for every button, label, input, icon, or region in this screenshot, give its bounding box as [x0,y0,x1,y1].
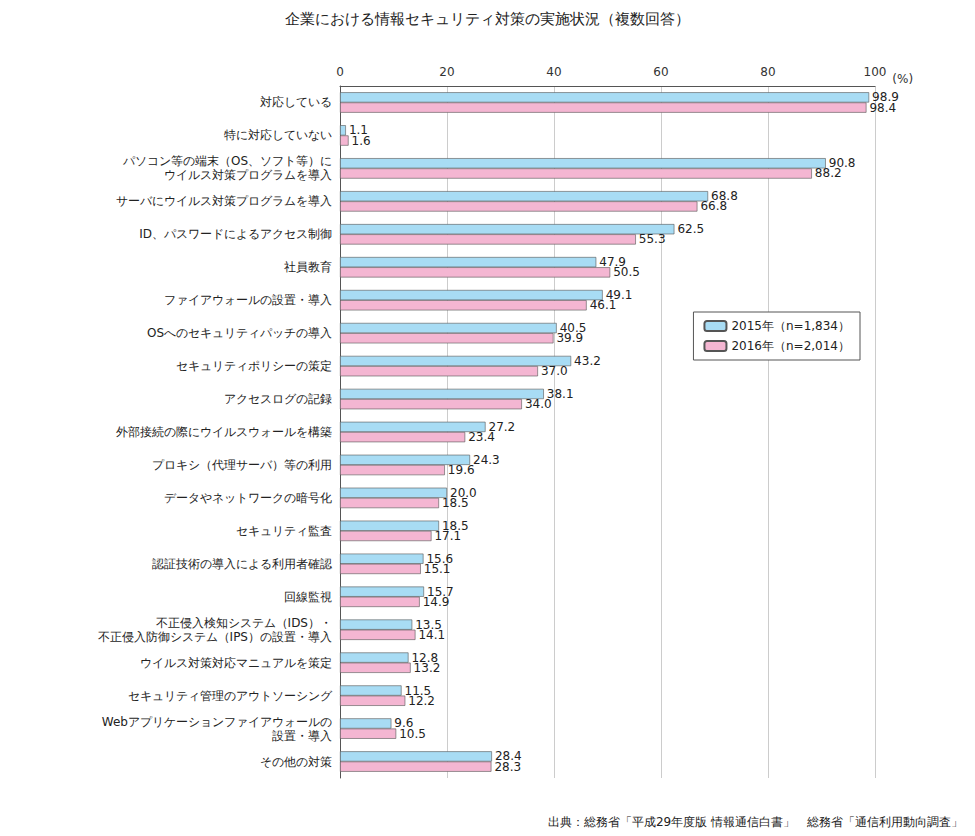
svg-text:ウイルス対策対応マニュアルを策定: ウイルス対策対応マニュアルを策定 [140,656,332,670]
svg-text:2016年（n=2,014）: 2016年（n=2,014） [731,339,850,353]
svg-text:セキュリティ監査: セキュリティ監査 [236,524,332,538]
svg-text:18.5: 18.5 [442,518,469,533]
svg-text:セキュリティポリシーの策定: セキュリティポリシーの策定 [176,359,332,373]
svg-text:68.8: 68.8 [711,189,738,204]
svg-text:不正侵入検知システム（IDS）・: 不正侵入検知システム（IDS）・ [156,616,332,630]
svg-text:15.6: 15.6 [426,551,454,566]
svg-text:20.0: 20.0 [450,485,477,500]
svg-text:13.2: 13.2 [414,661,441,675]
svg-text:55.3: 55.3 [639,232,666,246]
svg-text:90.8: 90.8 [828,156,856,171]
svg-text:11.5: 11.5 [404,683,432,698]
svg-text:88.2: 88.2 [815,166,842,180]
svg-text:Webアプリケーションファイアウォールの: Webアプリケーションファイアウォールの [102,715,332,729]
svg-text:企業における情報セキュリティ対策の実施状況（複数回答）: 企業における情報セキュリティ対策の実施状況（複数回答） [285,10,690,28]
svg-text:パソコン等の端末（OS、ソフト等）に: パソコン等の端末（OS、ソフト等）に [122,154,332,168]
svg-text:24.3: 24.3 [473,453,500,467]
svg-text:データやネットワークの暗号化: データやネットワークの暗号化 [164,491,332,505]
svg-text:98.9: 98.9 [872,90,899,105]
svg-text:20: 20 [439,65,454,79]
svg-text:特に対応していない: 特に対応していない [224,128,332,142]
svg-text:49.1: 49.1 [605,288,633,303]
svg-text:98.4: 98.4 [869,101,896,115]
svg-text:出典：総務省「平成29年度版 情報通信白書」 総務省「通信利: 出典：総務省「平成29年度版 情報通信白書」 総務省「通信利用動向調査」 [548,815,963,829]
svg-text:23.4: 23.4 [468,430,495,444]
svg-text:100: 100 [864,65,887,79]
svg-text:19.6: 19.6 [448,463,475,477]
svg-text:39.9: 39.9 [556,331,583,345]
svg-text:OSへのセキュリティパッチの導入: OSへのセキュリティパッチの導入 [147,326,332,340]
svg-text:ファイアウォールの設置・導入: ファイアウォールの設置・導入 [164,293,332,307]
svg-text:1.6: 1.6 [352,134,371,148]
svg-text:ID、パスワードによるアクセス制御: ID、パスワードによるアクセス制御 [139,227,332,241]
svg-text:17.1: 17.1 [434,529,461,543]
svg-text:設置・導入: 設置・導入 [272,729,332,743]
svg-text:2015年（n=1,834）: 2015年（n=1,834） [731,319,850,333]
svg-text:(%): (%) [892,72,913,86]
svg-text:46.1: 46.1 [590,298,617,312]
svg-text:18.5: 18.5 [442,496,469,510]
svg-text:15.1: 15.1 [424,562,451,576]
svg-text:40: 40 [546,65,561,79]
svg-text:38.1: 38.1 [546,386,574,401]
svg-text:その他の対策: その他の対策 [260,755,332,769]
svg-text:0: 0 [336,65,344,79]
svg-text:アクセスログの記録: アクセスログの記録 [224,392,332,406]
svg-text:13.5: 13.5 [415,617,442,632]
svg-text:回線監視: 回線監視 [284,590,332,604]
svg-text:14.9: 14.9 [423,595,450,609]
svg-text:28.4: 28.4 [494,749,522,764]
svg-text:不正侵入防御システム（IPS）の設置・導入: 不正侵入防御システム（IPS）の設置・導入 [98,630,332,644]
svg-text:50.5: 50.5 [613,265,640,279]
svg-text:62.5: 62.5 [677,222,704,236]
svg-text:34.0: 34.0 [525,397,552,411]
svg-text:12.2: 12.2 [408,694,435,708]
svg-text:37.0: 37.0 [541,364,568,378]
svg-text:サーバにウイルス対策プログラムを導入: サーバにウイルス対策プログラムを導入 [116,194,332,208]
svg-text:9.6: 9.6 [394,716,414,731]
svg-text:43.2: 43.2 [574,354,601,368]
svg-text:80: 80 [760,65,775,79]
svg-text:60: 60 [653,65,668,79]
svg-text:12.8: 12.8 [411,650,439,665]
svg-text:14.1: 14.1 [418,628,445,642]
svg-text:28.3: 28.3 [494,760,521,774]
svg-text:外部接続の際にウイルスウォールを構築: 外部接続の際にウイルスウォールを構築 [116,425,332,439]
svg-text:認証技術の導入による利用者確認: 認証技術の導入による利用者確認 [152,557,332,571]
svg-text:プロキシ（代理サーバ）等の利用: プロキシ（代理サーバ）等の利用 [152,458,332,472]
svg-text:47.9: 47.9 [599,255,626,270]
svg-text:10.5: 10.5 [399,727,426,741]
svg-text:対応している: 対応している [260,95,332,109]
svg-text:社員教育: 社員教育 [284,260,332,274]
svg-text:1.1: 1.1 [348,123,368,138]
svg-text:15.7: 15.7 [427,584,454,599]
svg-text:27.2: 27.2 [488,419,516,434]
svg-text:66.8: 66.8 [700,199,727,213]
svg-text:40.5: 40.5 [559,321,587,335]
svg-text:ウイルス対策プログラムを導入: ウイルス対策プログラムを導入 [164,168,332,182]
svg-text:セキュリティ管理のアウトソーシング: セキュリティ管理のアウトソーシング [128,689,333,703]
